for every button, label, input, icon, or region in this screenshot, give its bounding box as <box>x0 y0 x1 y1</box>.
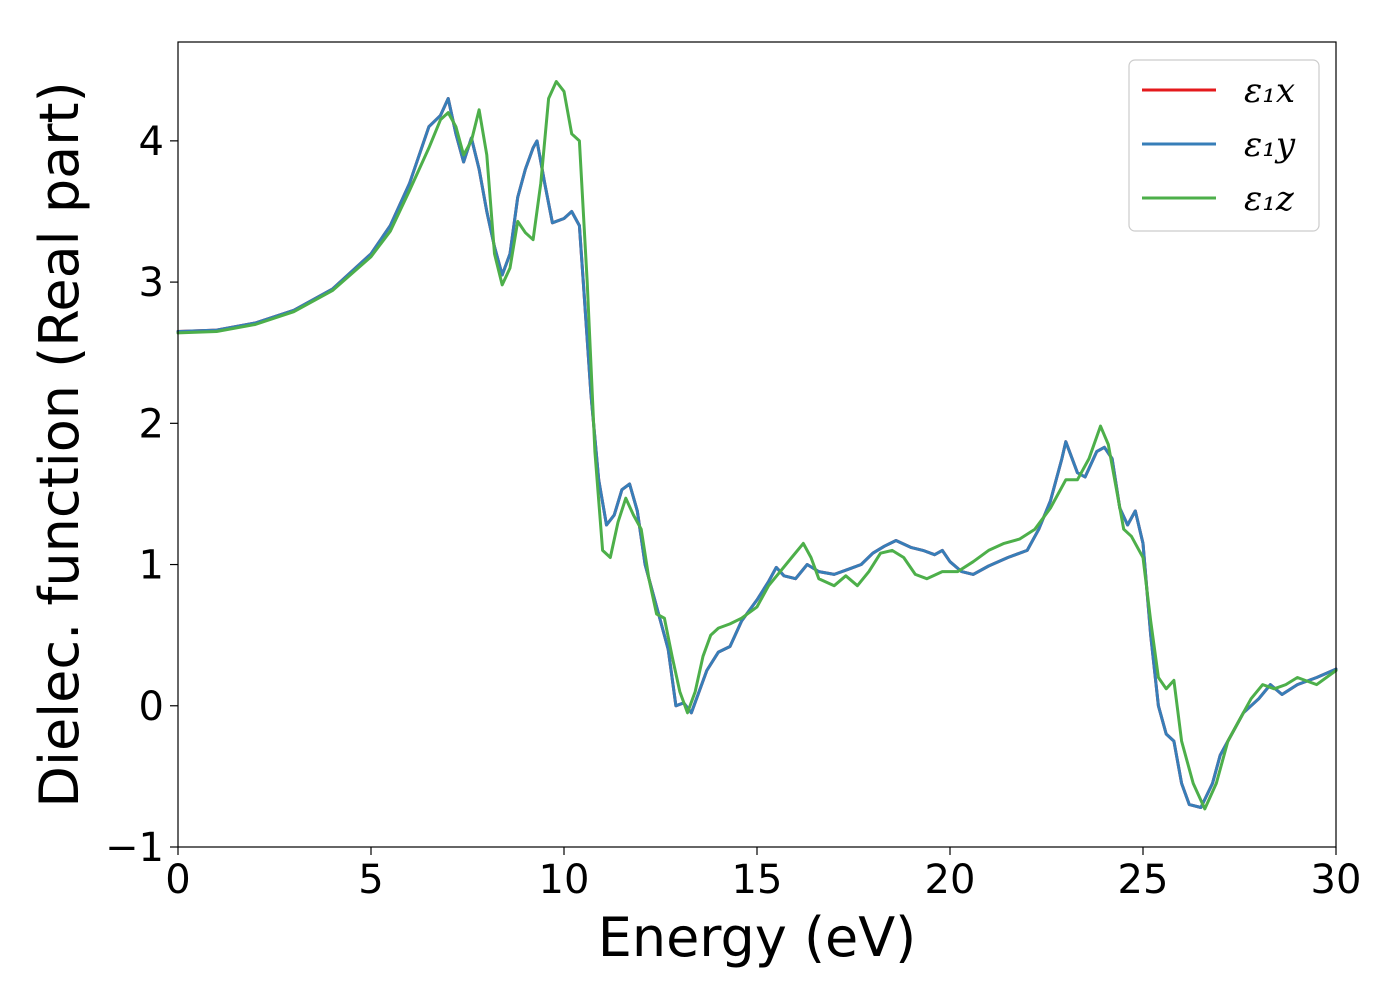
legend-label: ε₁x <box>1244 71 1295 111</box>
x-tick-label: 10 <box>539 857 590 903</box>
y-tick-label: 3 <box>139 260 164 306</box>
x-axis-label: Energy (eV) <box>598 906 917 969</box>
legend-box <box>1128 59 1320 232</box>
y-tick-label: 1 <box>139 543 164 589</box>
x-tick-label: 30 <box>1311 857 1362 903</box>
x-tick-label: 5 <box>358 857 383 903</box>
y-tick-label: −1 <box>105 825 164 871</box>
y-axis-label: Dielec. function (Real part) <box>28 81 91 807</box>
series-line-2 <box>176 80 1338 811</box>
y-tick-label: 2 <box>139 401 164 447</box>
x-tick-label: 15 <box>732 857 783 903</box>
series-layer <box>176 80 1338 811</box>
y-tick-label: 0 <box>139 684 164 730</box>
legend-label: ε₁z <box>1244 179 1295 219</box>
x-tick-label: 20 <box>925 857 976 903</box>
legend: ε₁x ε₁y ε₁z <box>1128 59 1320 232</box>
y-tick-label: 4 <box>139 119 164 165</box>
x-tick-label: 25 <box>1118 857 1169 903</box>
legend-label: ε₁y <box>1244 125 1296 165</box>
x-tick-label: 0 <box>165 857 190 903</box>
